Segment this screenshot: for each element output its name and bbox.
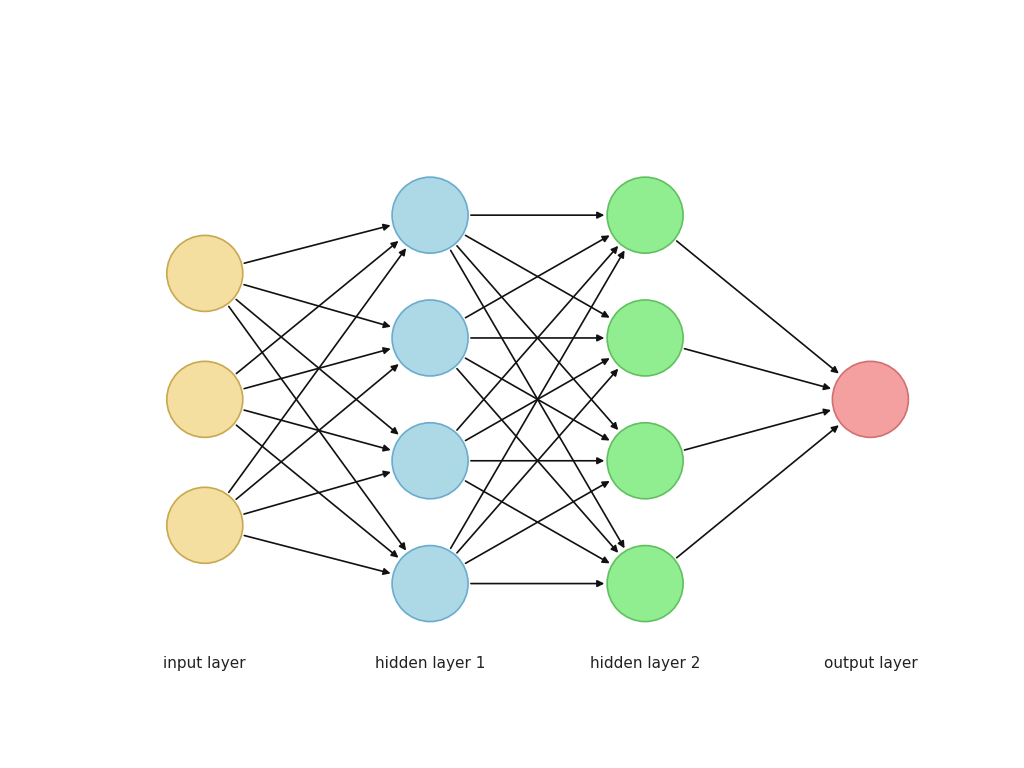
Circle shape [607,545,683,621]
Circle shape [392,422,468,498]
Text: hidden layer 1: hidden layer 1 [375,657,485,671]
Circle shape [833,362,908,437]
Text: hidden layer 2: hidden layer 2 [590,657,700,671]
Circle shape [167,236,243,311]
Circle shape [167,362,243,437]
Circle shape [167,488,243,563]
Text: Basic structure of neural network: Basic structure of neural network [20,32,598,61]
Text: input layer: input layer [164,657,246,671]
Circle shape [392,545,468,621]
Text: output layer: output layer [823,657,918,671]
Text: 18: 18 [963,733,993,754]
Circle shape [392,177,468,253]
Circle shape [607,177,683,253]
Circle shape [392,300,468,376]
Circle shape [607,422,683,498]
Circle shape [607,300,683,376]
